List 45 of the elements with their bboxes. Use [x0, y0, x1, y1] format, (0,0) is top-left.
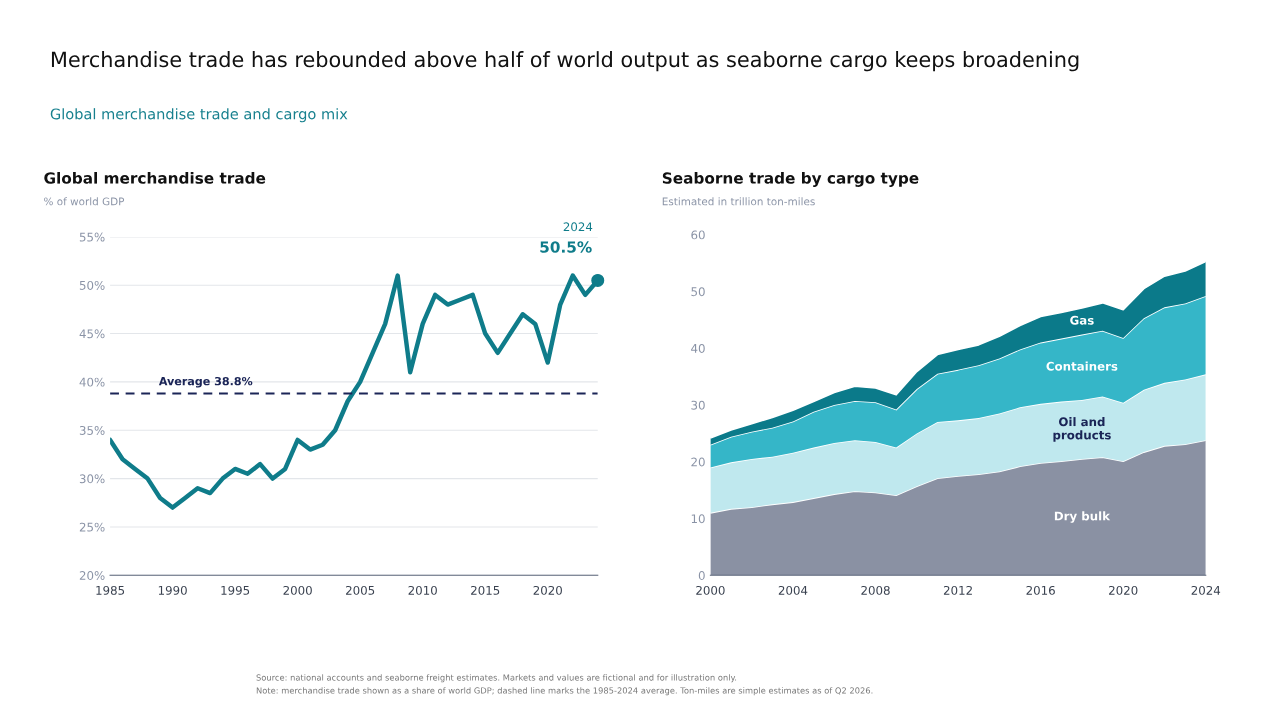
series-label: Gas — [1070, 315, 1094, 325]
x-tick-label: 2010 — [408, 585, 437, 595]
y-tick-label: 50% — [79, 280, 105, 290]
chart-subtitle: % of world GDP — [44, 197, 125, 206]
y-tick-label: 35% — [79, 425, 105, 435]
x-tick-label: 2015 — [471, 585, 500, 595]
y-tick-label: 60 — [691, 230, 705, 240]
text: Global merchandise trade and cargo mix — [50, 108, 348, 123]
text: Merchandise trade has rebounded above half of world output as seaborne cargo keeps broadening — [51, 51, 1079, 72]
chart-title: Seaborne trade by cargo type — [662, 171, 919, 187]
y-tick-label: 30 — [691, 400, 705, 410]
x-tick-label: 1985 — [96, 585, 125, 595]
y-tick-label: 55% — [79, 232, 105, 242]
series-label: Oil and products — [1053, 417, 1111, 442]
ref-line-label: Average 38.8% — [158, 376, 253, 388]
series-label: Containers — [1046, 361, 1118, 371]
x-tick-label: 2000 — [283, 585, 312, 595]
x-tick-label: 2005 — [346, 585, 375, 595]
x-tick-label: 2008 — [861, 585, 890, 595]
y-tick-label: 45% — [79, 329, 105, 339]
chart-subtitle: Estimated in trillion ton-miles — [662, 197, 815, 206]
chart-title: Global merchandise trade — [44, 171, 266, 184]
x-tick-label: 2020 — [533, 585, 562, 595]
x-tick-label: 2012 — [943, 585, 972, 595]
y-tick-label: 10 — [691, 514, 705, 524]
y-tick-label: 30% — [79, 474, 105, 484]
x-tick-label: 2020 — [1109, 585, 1138, 595]
series-label: Dry bulk — [1054, 511, 1111, 523]
source-note: Source: national accounts and seaborne freight estimates. Markets and values are fictional and for illustration only. — [256, 674, 737, 683]
y-tick-label: 20% — [79, 571, 105, 580]
annotation: 50.5% — [540, 241, 592, 253]
x-tick-label: 2004 — [778, 585, 808, 595]
x-tick-label: 2016 — [1026, 585, 1055, 595]
y-tick-label: 40% — [79, 377, 105, 387]
x-tick-label: 1995 — [221, 585, 250, 595]
x-tick-label: 2000 — [696, 585, 725, 595]
y-tick-label: 50 — [691, 287, 705, 297]
x-tick-label: 1990 — [158, 585, 187, 595]
y-tick-label: 20 — [691, 457, 705, 467]
x-tick-label: 2024 — [1191, 585, 1221, 595]
y-tick-label: 25% — [79, 522, 105, 532]
text: Note: merchandise trade shown as a share of world GDP; dashed line marks the 1985-2024 average. Ton-miles are simple estimates as of Q2 2026. — [256, 687, 873, 696]
text: 2024 — [563, 222, 593, 232]
y-tick-label: 0 — [698, 571, 705, 580]
y-tick-label: 40 — [691, 343, 705, 353]
